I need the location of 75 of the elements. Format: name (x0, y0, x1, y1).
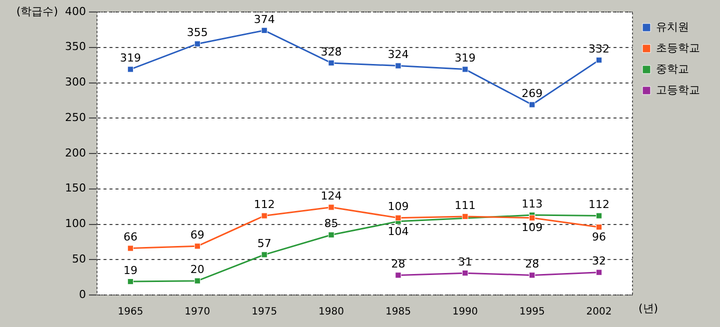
legend-label: 초등학교 (656, 41, 700, 54)
point (462, 66, 468, 72)
point (328, 232, 334, 238)
legend-label: 유치원 (656, 20, 689, 34)
data-label: 28 (391, 258, 406, 271)
data-label: 32 (592, 254, 606, 268)
point (127, 245, 134, 252)
data-label: 269 (522, 87, 543, 100)
data-label: 112 (588, 198, 610, 212)
point (194, 243, 200, 250)
data-label: 319 (120, 52, 141, 65)
data-label: 328 (320, 45, 342, 58)
point (261, 212, 268, 219)
y-tick-label: 250 (64, 110, 86, 124)
x-axis-title: (년) (638, 302, 658, 315)
y-tick-label: 100 (64, 217, 86, 230)
point (261, 27, 268, 34)
point (529, 102, 536, 108)
point (596, 224, 602, 230)
y-tick-label: 400 (64, 4, 86, 18)
data-label: 104 (388, 224, 409, 238)
data-label: 374 (254, 12, 275, 26)
point (127, 278, 134, 285)
x-tick-label: 1985 (385, 306, 411, 318)
x-tick-label: 1990 (452, 306, 478, 318)
data-label: 19 (123, 264, 138, 277)
point (127, 66, 134, 72)
point (596, 57, 602, 64)
data-label: 111 (454, 198, 476, 212)
legend-label: 고등학교 (656, 83, 700, 96)
x-tick-label: 1995 (519, 306, 545, 318)
data-label: 31 (458, 255, 472, 268)
data-label: 69 (190, 228, 204, 242)
point (529, 272, 536, 278)
point (596, 212, 602, 219)
data-label: 355 (186, 26, 208, 40)
point (194, 278, 200, 284)
point (462, 213, 468, 220)
data-label: 57 (257, 237, 272, 250)
point (596, 269, 602, 276)
y-tick-label: 150 (64, 182, 86, 195)
point (328, 60, 334, 66)
y-tick-label: 200 (64, 146, 86, 160)
x-tick-label: 1970 (184, 306, 210, 318)
point (395, 272, 402, 278)
data-label: 319 (454, 52, 476, 65)
x-tick-label: 1980 (318, 306, 344, 318)
data-label: 332 (588, 42, 610, 56)
x-tick-label: 2002 (586, 306, 612, 318)
point (395, 62, 402, 69)
data-label: 109 (388, 200, 409, 214)
y-axis-title: (학급수) (16, 4, 58, 18)
point (261, 252, 268, 258)
data-label: 112 (254, 198, 275, 212)
y-tick-label: 0 (78, 288, 86, 301)
data-label: 96 (592, 230, 606, 244)
x-tick-label: 1965 (118, 306, 144, 318)
legend-label: 중학교 (656, 62, 689, 76)
y-tick-label: 50 (72, 252, 86, 266)
data-label: 113 (522, 197, 543, 210)
y-tick-label: 350 (64, 40, 86, 54)
point (529, 214, 536, 221)
x-tick-label: 1975 (252, 306, 278, 318)
data-label: 66 (123, 230, 138, 244)
data-label: 85 (324, 217, 338, 230)
data-label: 20 (190, 263, 204, 276)
data-label: 28 (525, 258, 540, 271)
point (395, 214, 402, 221)
data-label: 124 (320, 190, 342, 203)
point (194, 40, 200, 47)
point (328, 204, 334, 210)
data-label: 324 (388, 48, 409, 62)
data-label: 109 (522, 221, 543, 234)
y-tick-label: 300 (64, 76, 86, 89)
point (462, 270, 468, 276)
